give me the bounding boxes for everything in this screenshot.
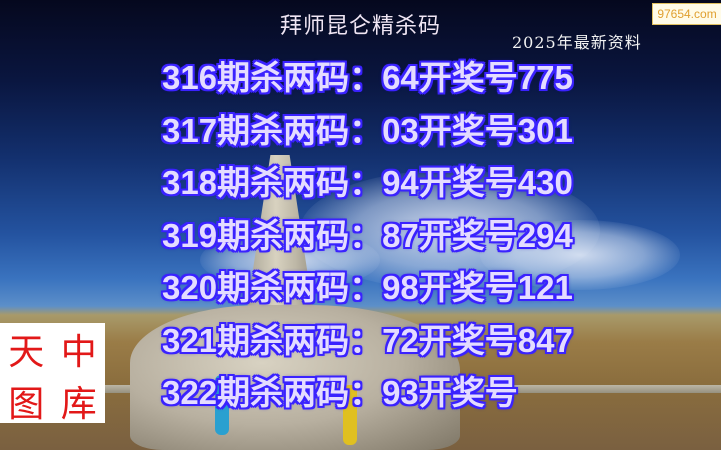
prediction-row: 317期杀两码：03开奖号301	[162, 111, 573, 149]
prediction-row: 321期杀两码：72开奖号847	[162, 321, 573, 359]
watermark-logo: 天 中 图 库	[0, 323, 105, 425]
page-title: 拜师昆仑精杀码	[279, 14, 441, 39]
subtitle: 2025年最新资料	[512, 33, 642, 52]
prayer-cloth	[343, 385, 357, 445]
prediction-row: 319期杀两码：87开奖号294	[162, 216, 573, 254]
cloud	[480, 220, 680, 290]
prediction-row: 316期杀两码：64开奖号775	[162, 59, 573, 96]
prayer-cloth	[215, 375, 229, 435]
rock	[130, 305, 460, 450]
prediction-row: 318期杀两码：94开奖号430	[162, 164, 573, 201]
prediction-list: 316期杀两码：64开奖号775 317期杀两码：03开奖号301 318期杀两…	[162, 58, 573, 426]
prediction-row: 320期杀两码：98开奖号121	[162, 269, 573, 306]
site-badge: 97654.com	[652, 3, 721, 25]
prediction-row: 322期杀两码：93开奖号	[162, 374, 518, 411]
